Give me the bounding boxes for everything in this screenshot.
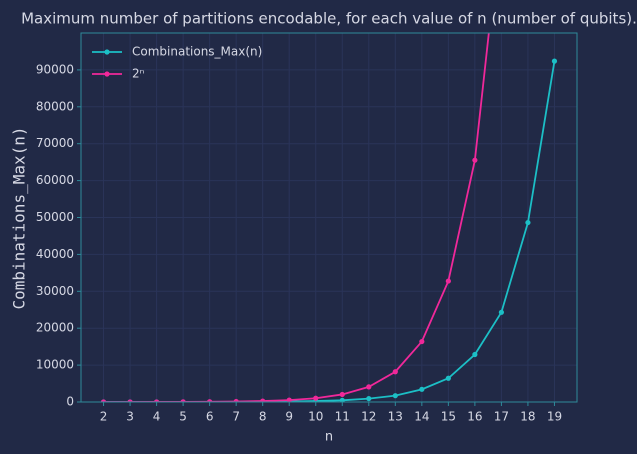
x-tick-label: 3 — [126, 410, 134, 424]
point — [366, 384, 372, 390]
y-tick-label: 0 — [66, 395, 74, 409]
point — [339, 391, 345, 398]
x-tick-label: 4 — [153, 410, 161, 424]
point — [392, 369, 398, 375]
legend-marker — [104, 71, 110, 77]
y-tick-label: 50000 — [36, 210, 74, 224]
point — [551, 58, 558, 64]
y-tick-label: 80000 — [36, 99, 74, 113]
point — [127, 399, 133, 402]
x-tick-label: 13 — [388, 410, 403, 424]
x-tick-label: 7 — [232, 410, 240, 424]
point — [100, 399, 107, 402]
y-tick-label: 30000 — [36, 284, 74, 298]
point — [286, 397, 292, 402]
y-tick-label: 90000 — [36, 62, 74, 76]
point — [313, 395, 319, 401]
point — [472, 157, 478, 163]
chart-title: Maximum number of partitions encodable, … — [21, 10, 637, 28]
point — [498, 309, 505, 315]
legend-label: 2ⁿ — [132, 67, 145, 81]
y-tick-label: 20000 — [36, 321, 74, 335]
point — [419, 386, 425, 392]
point — [260, 398, 266, 402]
point — [207, 399, 213, 402]
x-tick-label: 14 — [414, 410, 429, 424]
point — [153, 399, 160, 402]
point — [472, 351, 478, 358]
x-tick-label: 18 — [520, 410, 535, 424]
legend-marker — [104, 49, 110, 55]
y-tick-label: 70000 — [36, 136, 74, 150]
y-tick-label: 60000 — [36, 173, 74, 187]
point — [445, 278, 451, 284]
x-tick-label: 17 — [494, 410, 509, 424]
x-tick-label: 19 — [547, 410, 562, 424]
legend-label: Combinations_Max(n) — [132, 45, 262, 59]
x-tick-label: 2 — [100, 410, 108, 424]
x-tick-label: 10 — [308, 410, 323, 424]
x-tick-label: 11 — [335, 410, 350, 424]
x-tick-label: 5 — [179, 410, 187, 424]
y-axis-label: Combinations_Max(n) — [10, 126, 29, 309]
legend: Combinations_Max(n) 2ⁿ — [92, 45, 262, 81]
x-tick-label: 16 — [467, 410, 482, 424]
point — [180, 399, 186, 402]
point — [525, 219, 531, 226]
x-tick-label: 9 — [285, 410, 293, 424]
x-tick-label: 15 — [441, 410, 456, 424]
point — [339, 397, 345, 402]
x-axis-label: n — [325, 430, 333, 445]
point — [445, 375, 451, 381]
y-tick-label: 40000 — [36, 247, 74, 261]
y-tick-label: 10000 — [36, 358, 74, 372]
point — [366, 395, 372, 402]
x-tick-label: 8 — [259, 410, 267, 424]
point — [419, 338, 425, 345]
x-tick-label: 12 — [361, 410, 376, 424]
x-tick-label: 6 — [206, 410, 214, 424]
point — [233, 398, 239, 402]
point — [392, 393, 398, 399]
